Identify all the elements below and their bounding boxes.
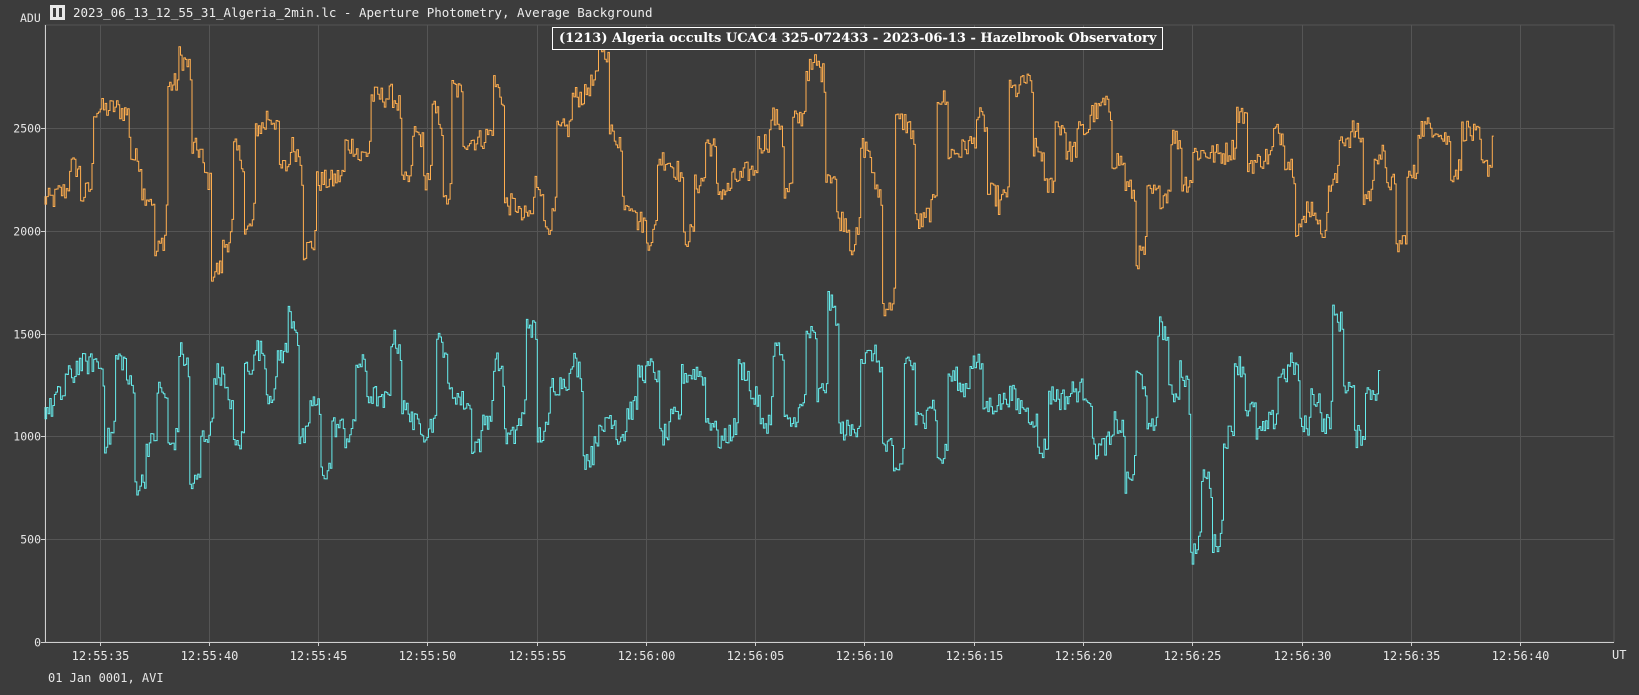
series-line-2 (44, 291, 1381, 565)
y-tick-label: 1500 (13, 328, 41, 342)
y-tick-label: 1000 (13, 430, 41, 444)
x-tick-label: 12:56:30 (1274, 649, 1332, 663)
x-tick-label: 12:55:55 (509, 649, 567, 663)
y-axis-unit: ADU (20, 11, 41, 25)
series-group (44, 34, 1494, 565)
app-icon (50, 4, 65, 20)
x-tick-label: 12:56:40 (1492, 649, 1550, 663)
y-tick-label: 500 (20, 533, 41, 547)
x-tick-label: 12:56:05 (727, 649, 785, 663)
axes (45, 25, 1614, 643)
y-ticks: 0 500 1000 1500 2000 2500 (13, 122, 45, 650)
date-label: 01 Jan 0001, AVI (48, 671, 164, 685)
x-tick-label: 12:56:00 (618, 649, 676, 663)
window-title-bar: 2023_06_13_12_55_31_Algeria_2min.lc - Ap… (50, 3, 652, 21)
x-ticks: 12:55:35 12:55:40 12:55:45 12:55:50 12:55:55… (72, 642, 1550, 663)
x-tick-label: 12:56:15 (946, 649, 1004, 663)
x-tick-label: 12:56:10 (836, 649, 894, 663)
chart-title: (1213) Algeria occults UCAC4 325-072433 … (552, 27, 1164, 50)
x-tick-label: 12:55:45 (290, 649, 348, 663)
y-tick-label: 2000 (13, 225, 41, 239)
x-tick-label: 12:55:50 (399, 649, 457, 663)
x-tick-label: 12:56:20 (1055, 649, 1113, 663)
x-tick-label: 12:56:35 (1383, 649, 1441, 663)
grid (44, 24, 1615, 643)
y-tick-label: 2500 (13, 122, 41, 136)
y-tick-label: 0 (34, 636, 41, 650)
plot-frame (44, 24, 1615, 643)
x-tick-label: 12:55:40 (181, 649, 239, 663)
series-line-1 (44, 34, 1494, 317)
x-axis-unit: UT (1612, 648, 1627, 662)
x-tick-label: 12:56:25 (1164, 649, 1222, 663)
window-title: 2023_06_13_12_55_31_Algeria_2min.lc - Ap… (73, 4, 653, 20)
x-tick-label: 12:55:35 (72, 649, 130, 663)
